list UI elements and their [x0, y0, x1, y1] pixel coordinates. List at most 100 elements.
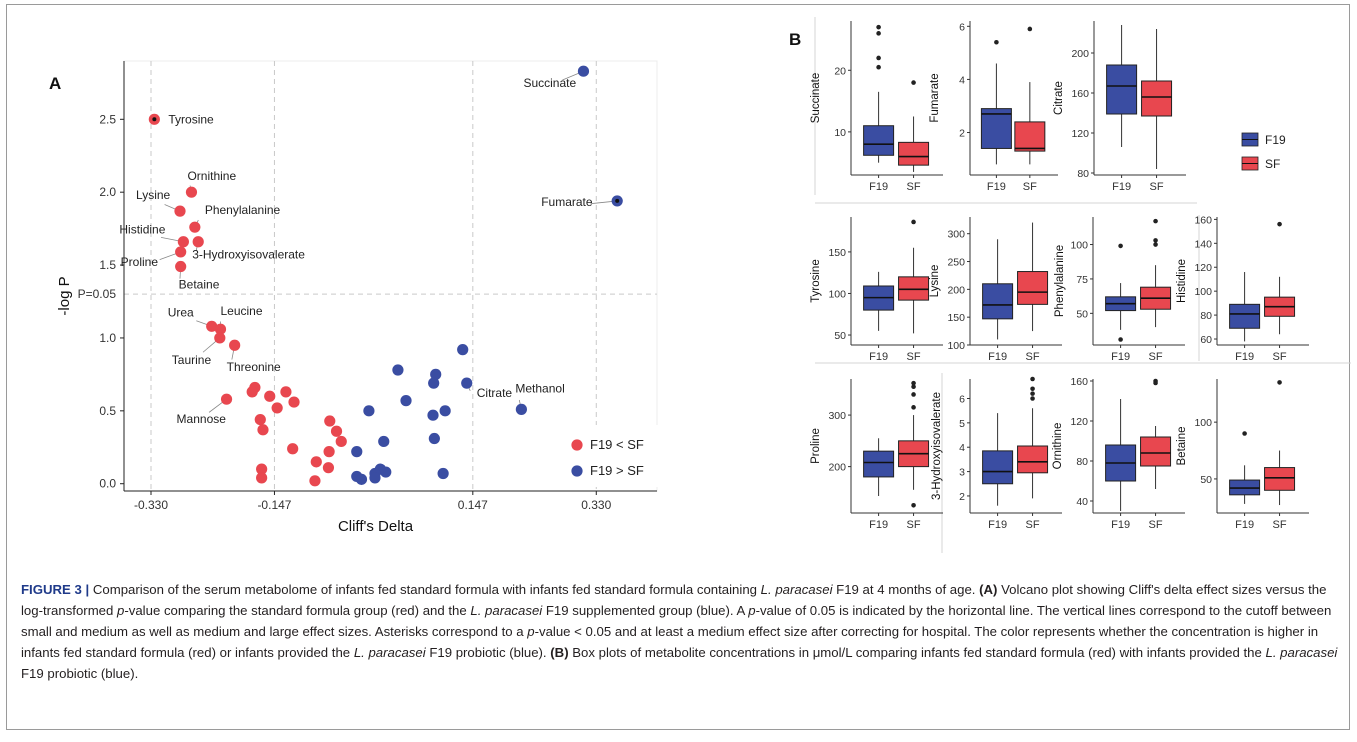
y-axis-title: -log P — [56, 276, 73, 315]
group-label: F19 — [869, 519, 888, 531]
caption-panel-b-label: (B) — [550, 645, 569, 660]
y-tick-label: 1.5 — [99, 258, 116, 272]
data-point — [380, 466, 392, 478]
group-label: SF — [1273, 351, 1287, 363]
panel-letter-b: B — [789, 30, 801, 49]
box-y-tick-label: 120 — [1071, 128, 1089, 140]
point-label: Fumarate — [541, 195, 593, 209]
y-tick-label: 2.5 — [99, 112, 116, 126]
box-y-tick-label: 100 — [1194, 417, 1212, 429]
box-iqr — [1229, 303, 1261, 329]
box-iqr — [863, 450, 895, 478]
box-outlier — [911, 219, 916, 225]
box-iqr — [898, 276, 930, 301]
box-outlier — [876, 55, 881, 61]
data-point — [287, 443, 299, 455]
panel-letter-a: A — [49, 74, 61, 93]
caption-p: p — [748, 603, 756, 618]
box-y-tick-label: 150 — [947, 312, 965, 324]
metabolite-label: Succinate — [810, 73, 822, 124]
data-point — [515, 403, 527, 415]
group-label: SF — [1149, 351, 1163, 363]
point-label: Proline — [121, 255, 159, 269]
metabolite-label: Phenylalanine — [1054, 245, 1066, 317]
box-outlier — [911, 405, 916, 410]
box-outlier — [1118, 337, 1123, 342]
box-y-tick-label: 80 — [1076, 456, 1088, 468]
data-point — [310, 456, 322, 468]
data-point — [254, 413, 266, 426]
legend-label: F19 — [1265, 133, 1286, 147]
group-label: SF — [1149, 519, 1163, 531]
legend-swatch — [571, 439, 583, 451]
caption-panel-a-label: (A) — [979, 582, 998, 597]
box-outlier — [1153, 378, 1158, 384]
box-y-tick-label: 20 — [834, 65, 846, 77]
caption-text: F19 probiotic (blue). — [425, 645, 547, 660]
box-outlier — [1030, 396, 1035, 401]
x-tick-label: 0.147 — [458, 498, 488, 512]
box-y-tick-label: 160 — [1194, 214, 1212, 226]
box-outlier — [1277, 221, 1282, 227]
caption-species: L. paracasei — [760, 582, 833, 597]
caption-p: p — [117, 603, 125, 618]
box-y-tick-label: 100 — [1194, 286, 1212, 298]
data-point — [439, 405, 451, 417]
group-label: F19 — [1112, 181, 1131, 193]
box-iqr — [982, 450, 1014, 485]
caption-species: L. paracasei — [1265, 645, 1338, 660]
point-label: Methanol — [515, 381, 564, 395]
data-point — [192, 236, 204, 248]
data-point — [214, 323, 227, 335]
point-label: Citrate — [477, 386, 513, 400]
data-point — [351, 446, 363, 458]
data-point — [246, 386, 258, 398]
box-y-tick-label: 100 — [828, 288, 846, 300]
x-tick-label: -0.330 — [134, 498, 168, 512]
legend-box — [563, 425, 663, 487]
data-point — [428, 432, 440, 445]
box-outlier — [1030, 376, 1035, 382]
data-point — [461, 377, 473, 389]
box-y-tick-label: 75 — [1076, 274, 1088, 286]
box-outlier — [911, 502, 916, 508]
point-label: Mannose — [177, 412, 227, 426]
data-point — [206, 320, 218, 332]
box-y-tick-label: 100 — [947, 340, 965, 352]
point-label: Tyrosine — [168, 112, 214, 126]
data-point — [363, 405, 375, 417]
y-tick-label: 0.5 — [99, 404, 116, 418]
box-y-tick-label: 100 — [1070, 240, 1088, 252]
data-point — [280, 386, 292, 398]
data-point — [457, 344, 469, 356]
box-y-tick-label: 160 — [1071, 88, 1089, 100]
box-outlier — [1030, 386, 1035, 392]
plot-background — [123, 60, 658, 492]
box-y-tick-label: 200 — [947, 284, 965, 296]
group-label: F19 — [1235, 351, 1254, 363]
box-outlier — [911, 384, 916, 390]
caption-text: F19 supplemented group (blue). A — [542, 603, 749, 618]
data-point — [256, 472, 268, 484]
p-threshold-label: P=0.05 — [78, 287, 117, 301]
data-point — [256, 463, 268, 475]
data-point — [322, 462, 335, 474]
caption-text: F19 at 4 months of age. — [832, 582, 976, 597]
box-outlier — [1277, 380, 1282, 385]
volcano-plot: A 0.0 0.5 1.0 1.5 2.0 2.5 P=0.05 -0.330 -0.147 0.1… — [49, 60, 663, 535]
box-outlier — [876, 64, 881, 70]
point-label: Leucine — [220, 304, 262, 318]
significance-marker — [615, 198, 620, 203]
box-iqr — [898, 141, 930, 166]
data-point — [369, 472, 381, 484]
box-outlier — [876, 31, 881, 36]
box-outlier — [1242, 431, 1247, 436]
data-point — [437, 467, 449, 480]
caption-text: -value comparing the standard formula gr… — [124, 603, 471, 618]
box-y-tick-label: 3 — [959, 467, 965, 479]
box-y-tick-label: 10 — [834, 127, 846, 139]
box-y-tick-label: 4 — [959, 442, 965, 454]
box-y-tick-label: 250 — [947, 257, 965, 269]
data-point — [175, 260, 187, 273]
box-outlier — [994, 39, 999, 45]
